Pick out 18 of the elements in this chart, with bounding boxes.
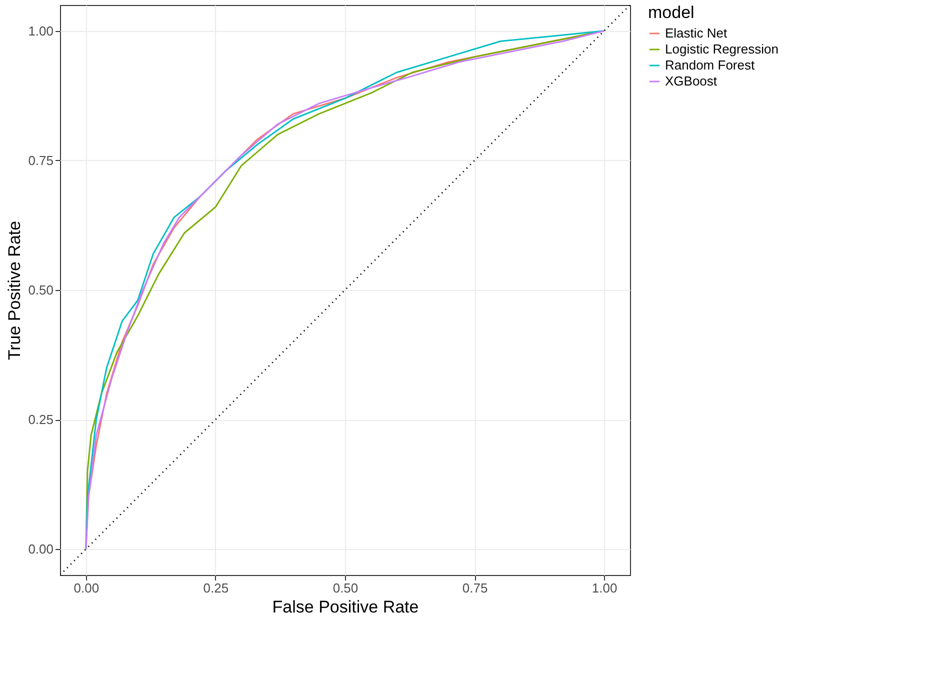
line-series	[85, 30, 605, 550]
x-tick-label: 0.75	[462, 580, 488, 596]
y-tick-label: 0.75	[28, 152, 54, 168]
x-tick-label: 0.00	[74, 580, 100, 596]
legend-label: XGBoost	[665, 74, 718, 88]
y-tick-label: 0.50	[28, 282, 54, 298]
x-tick-label: 1.00	[592, 580, 618, 596]
legend-label: Elastic Net	[665, 26, 728, 40]
legend-label: Logistic Regression	[665, 42, 778, 56]
x-axis-title: False Positive Rate	[272, 598, 419, 616]
x-tick-label: 0.50	[332, 580, 358, 596]
legend-title: model	[648, 3, 694, 22]
y-tick-label: 0.25	[28, 412, 54, 428]
y-axis-title: True Positive Rate	[5, 220, 24, 360]
y-tick-label: 0.00	[28, 542, 54, 557]
x-tick-label: 0.25	[203, 580, 229, 596]
y-tick-label: 1.00	[28, 23, 54, 38]
legend-label: Random Forest	[665, 58, 755, 72]
